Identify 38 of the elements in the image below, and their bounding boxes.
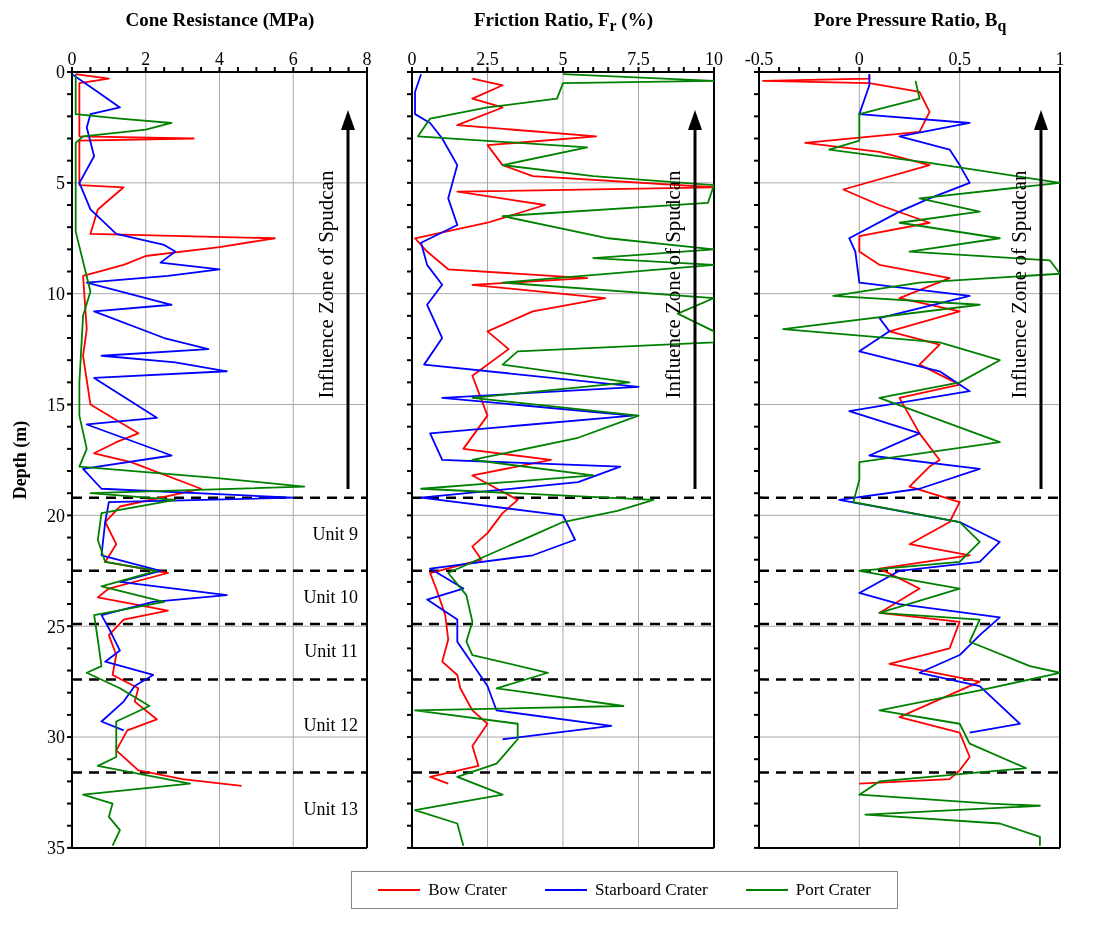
chart-title: Cone Resistance (MPa) bbox=[124, 8, 316, 32]
x-tick-label: 2 bbox=[141, 49, 151, 69]
x-tick-label: 2.5 bbox=[476, 49, 499, 69]
annotation: Influence Zone of Spudcan bbox=[1007, 170, 1031, 399]
y-tick-label: 20 bbox=[47, 505, 66, 526]
y-tick-label: 0 bbox=[56, 62, 65, 83]
x-tick-label: 0.5 bbox=[948, 49, 971, 69]
x-tick-label: 4 bbox=[215, 49, 224, 69]
x-tick-label: 10 bbox=[705, 49, 723, 69]
y-tick-label: 35 bbox=[47, 838, 66, 859]
y-tick-label: 10 bbox=[47, 284, 66, 305]
y-tick-label: 5 bbox=[56, 173, 65, 194]
legend-label: Starboard Crater bbox=[594, 879, 708, 900]
x-tick-label: 1 bbox=[1055, 49, 1065, 69]
annotation: Unit 12 bbox=[303, 715, 358, 736]
annotation: Unit 9 bbox=[312, 523, 358, 544]
line-series bbox=[74, 73, 276, 787]
legend-label: Bow Crater bbox=[428, 879, 507, 900]
chart-title: Pore Pressure Ratio, B$_{q}$ bbox=[812, 8, 1008, 37]
annotation: Unit 10 bbox=[303, 586, 358, 607]
x-tick-label: 0 bbox=[407, 49, 417, 69]
legend-label: Port Crater bbox=[795, 879, 871, 900]
x-tick-label: 6 bbox=[288, 49, 298, 69]
x-tick-label: 8 bbox=[362, 49, 372, 69]
annotation: Unit 11 bbox=[304, 640, 358, 661]
line-series bbox=[72, 73, 295, 732]
x-tick-label: -0.5 bbox=[744, 49, 774, 69]
x-tick-label: 7.5 bbox=[627, 49, 650, 69]
annotation: Influence Zone of Spudcan bbox=[661, 170, 685, 399]
y-tick-label: 15 bbox=[47, 394, 66, 415]
y-tick-label: 25 bbox=[47, 616, 66, 637]
y-tick-label: 30 bbox=[47, 727, 66, 748]
y-axis-title: Depth (m) bbox=[10, 420, 31, 500]
x-tick-label: 0 bbox=[854, 49, 864, 69]
annotation: Influence Zone of Spudcan bbox=[314, 170, 338, 399]
chart-title: Friction Ratio, F$_{r}$ (%) bbox=[472, 8, 654, 36]
annotation: Unit 13 bbox=[303, 799, 358, 820]
x-tick-label: 5 bbox=[558, 49, 568, 69]
